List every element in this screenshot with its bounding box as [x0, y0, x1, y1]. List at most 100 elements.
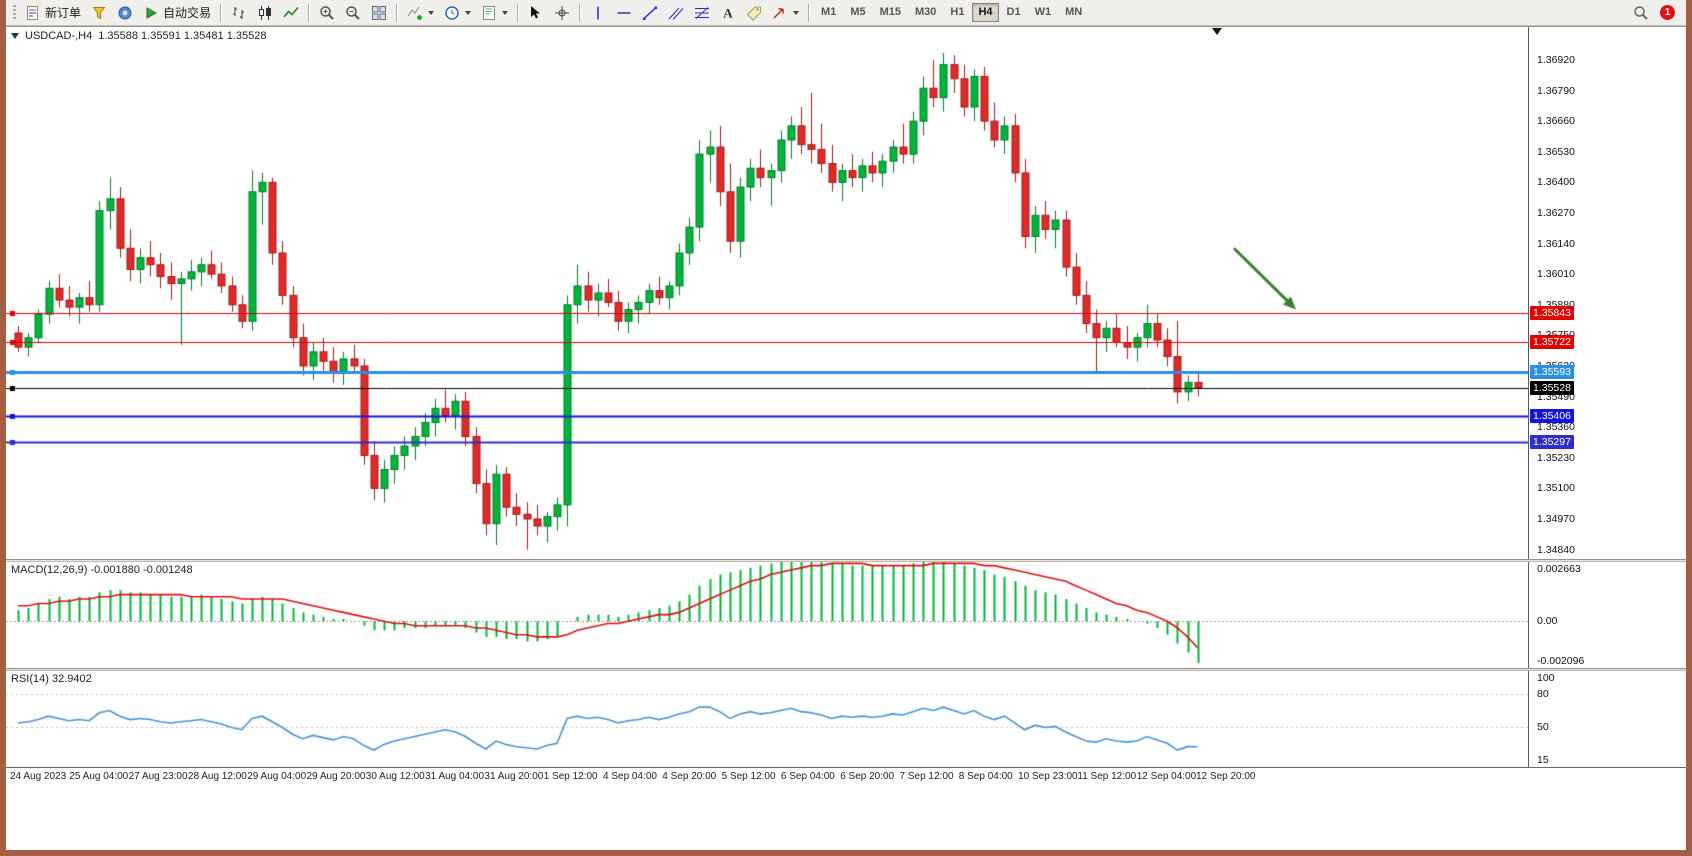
channel-tool-button[interactable]	[663, 2, 689, 24]
main-chart-plot[interactable]: USDCAD-,H4 1.35588 1.35591 1.35481 1.355…	[6, 27, 1528, 559]
macd-plot[interactable]: MACD(12,26,9) -0.001880 -0.001248	[6, 562, 1528, 668]
templates-button[interactable]	[476, 2, 513, 24]
symbol-dropdown-icon[interactable]	[11, 33, 19, 39]
timeframe-M5[interactable]: M5	[850, 6, 866, 18]
zoom-out-button[interactable]	[340, 2, 366, 24]
panel-splitter[interactable]	[6, 668, 1686, 671]
rsi-axis-label: 80	[1537, 687, 1549, 700]
fibonacci-tool-button[interactable]	[689, 2, 715, 24]
price-axis[interactable]: 1.36920 1.36790 1.36660 1.36530 1.36400 1.362…	[1528, 27, 1686, 559]
macd-label: MACD(12,26,9) -0.001880 -0.001248	[11, 564, 193, 576]
time-axis-label: 28 Aug 12:00	[187, 771, 247, 782]
timeframe-D1[interactable]: D1	[1006, 6, 1021, 18]
macd-axis-label: 0.00	[1537, 615, 1558, 628]
price-line-tag: 1.35406	[1530, 409, 1574, 424]
text-tool-button[interactable]: A	[715, 2, 741, 24]
rsi-canvas[interactable]	[6, 671, 1528, 767]
time-axis-label: 8 Sep 04:00	[958, 771, 1013, 782]
indicators-button[interactable]	[402, 2, 439, 24]
label-tool-button[interactable]	[741, 2, 767, 24]
toolbar-separator	[308, 3, 311, 22]
zoom-out-icon	[346, 5, 360, 20]
timeframe-W1[interactable]: W1	[1034, 6, 1052, 18]
new-order-button[interactable]: 新订单	[20, 2, 86, 24]
zoom-in-button[interactable]	[314, 2, 340, 24]
price-axis-label: 1.35360	[1537, 421, 1575, 434]
toolbar: 新订单 自动交易	[6, 0, 1686, 26]
price-axis-label: 1.34970	[1537, 512, 1575, 525]
toolbar-grip[interactable]	[13, 4, 16, 21]
line-chart-icon	[283, 6, 299, 17]
trendline-tool-button[interactable]	[637, 2, 663, 24]
timeframe-H1[interactable]: H1	[950, 6, 965, 18]
time-axis-label: 25 Aug 04:00	[69, 771, 129, 782]
timeframe-M15[interactable]: M15	[879, 6, 901, 18]
price-line-tag: 1.35297	[1530, 435, 1574, 449]
cursor-button[interactable]	[523, 2, 549, 24]
arrows-tool-button[interactable]	[767, 2, 804, 24]
rsi-axis[interactable]: 100 80 50 15	[1528, 671, 1686, 767]
macd-panel: MACD(12,26,9) -0.001880 -0.001248 0.0026…	[6, 562, 1686, 668]
panel-splitter[interactable]	[6, 559, 1686, 562]
price-axis-label: 1.36400	[1537, 176, 1575, 189]
chart-window: USDCAD-,H4 1.35588 1.35591 1.35481 1.355…	[6, 26, 1686, 785]
candlestick-chart-icon	[259, 5, 272, 20]
macd-axis-label: 0.002663	[1537, 563, 1581, 575]
cursor-icon	[531, 5, 541, 18]
candlestick-chart-button[interactable]	[252, 2, 278, 24]
crosshair-icon	[555, 5, 570, 20]
new-order-label: 新订单	[45, 6, 82, 20]
time-axis-label: 12 Sep 20:00	[1196, 771, 1256, 782]
toolbar-separator	[220, 3, 223, 22]
price-axis-label: 1.36660	[1537, 115, 1575, 128]
time-axis-label: 29 Aug 04:00	[247, 771, 307, 782]
macd-axis[interactable]: 0.002663 0.00 -0.002096	[1528, 562, 1686, 668]
tile-windows-icon	[372, 5, 387, 20]
rsi-plot[interactable]: RSI(14) 32.9402	[6, 671, 1528, 767]
channel-icon	[668, 7, 684, 20]
macd-canvas[interactable]	[6, 562, 1528, 668]
periods-button[interactable]	[439, 2, 476, 24]
time-axis-label: 31 Aug 20:00	[484, 771, 544, 782]
svg-text:A: A	[723, 5, 733, 20]
main-chart-panel: USDCAD-,H4 1.35588 1.35591 1.35481 1.355…	[6, 27, 1686, 559]
timeframe-H4[interactable]: H4	[972, 3, 999, 22]
time-axis[interactable]: 24 Aug 2023 25 Aug 04:00 27 Aug 23:00 28 Au…	[6, 767, 1686, 785]
search-button[interactable]	[1628, 2, 1654, 24]
chart-symbol-period: USDCAD-,H4	[25, 30, 93, 42]
timeframe-MN[interactable]: MN	[1065, 6, 1083, 18]
templates-icon	[483, 5, 496, 20]
candlestick-canvas[interactable]	[6, 27, 1528, 559]
navigator-icon	[118, 6, 132, 19]
crosshair-button[interactable]	[549, 2, 575, 24]
trendline-icon	[643, 6, 658, 20]
horizontal-line-icon	[617, 11, 631, 14]
dropdown-caret-icon	[502, 10, 509, 15]
data-window-button[interactable]	[86, 2, 112, 24]
navigator-button[interactable]	[112, 2, 138, 24]
tile-windows-button[interactable]	[366, 2, 392, 24]
price-axis-label: 1.36920	[1537, 53, 1575, 66]
toolbar-separator	[579, 3, 582, 22]
price-line-tag: 1.35843	[1530, 306, 1574, 321]
arrow-tool-icon	[773, 7, 784, 19]
chart-ohlc-quotes: 1.35588 1.35591 1.35481 1.35528	[98, 30, 267, 42]
vertical-line-icon	[597, 6, 599, 19]
horizontal-line-tool-button[interactable]	[611, 2, 637, 24]
auto-trading-icon	[146, 6, 158, 19]
bar-chart-button[interactable]	[226, 2, 252, 24]
timeframe-M1[interactable]: M1	[821, 6, 837, 18]
new-order-icon	[27, 5, 38, 20]
chart-shift-marker[interactable]	[1212, 28, 1222, 35]
time-axis-label: 7 Sep 12:00	[899, 771, 954, 782]
search-icon	[1634, 5, 1648, 20]
line-chart-button[interactable]	[278, 2, 304, 24]
price-line-tag: 1.35593	[1530, 365, 1574, 380]
notification-badge[interactable]: 1	[1660, 5, 1675, 20]
vertical-line-tool-button[interactable]	[585, 2, 611, 24]
timeframe-toolbar: M1 M5 M15 M30 H1 H4 D1 W1 MN	[814, 3, 1089, 22]
time-axis-label: 5 Sep 12:00	[721, 771, 776, 782]
auto-trading-button[interactable]: 自动交易	[138, 2, 216, 24]
timeframe-M30[interactable]: M30	[915, 6, 937, 18]
toolbar-separator	[808, 3, 811, 22]
